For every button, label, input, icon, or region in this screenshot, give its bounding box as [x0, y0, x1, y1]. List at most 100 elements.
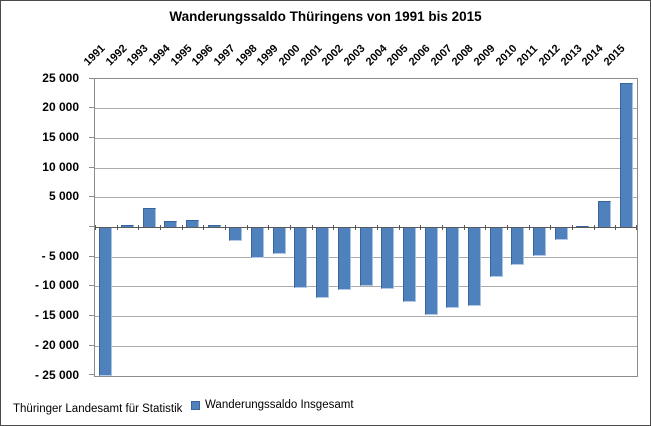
- y-axis-label: 20 000: [42, 100, 79, 115]
- x-tick: [116, 224, 118, 230]
- x-axis-label-2011: 2011: [515, 42, 541, 69]
- x-axis-label-1993: 1993: [124, 42, 151, 69]
- bar-2004: [381, 228, 395, 290]
- y-tick: [89, 285, 94, 287]
- gridline: [95, 137, 637, 139]
- y-tick: [89, 226, 94, 227]
- bar-2000: [294, 228, 308, 288]
- x-axis-label-1992: 1992: [103, 42, 130, 69]
- x-tick: [181, 224, 183, 230]
- gridline: [95, 345, 637, 347]
- y-axis-label: 10 000: [42, 159, 79, 174]
- zero-line: [95, 227, 637, 228]
- x-axis-label-2000: 2000: [276, 42, 303, 69]
- x-axis-label-2009: 2009: [471, 42, 498, 69]
- x-axis-label-2010: 2010: [493, 42, 520, 69]
- x-tick: [203, 224, 205, 230]
- bar-2009: [489, 228, 503, 278]
- legend: Wanderungssaldo Insgesamt: [191, 399, 354, 412]
- x-tick: [571, 224, 573, 230]
- x-axis-label-2008: 2008: [450, 42, 476, 69]
- x-tick: [225, 224, 227, 230]
- y-tick: [89, 196, 94, 198]
- y-axis-label: - 20 000: [34, 337, 79, 352]
- x-tick: [246, 224, 248, 230]
- y-axis-label: - 5 000: [41, 248, 79, 263]
- x-axis-label-1991: 1991: [81, 42, 108, 69]
- x-tick: [138, 224, 140, 230]
- x-axis-label-2015: 2015: [601, 42, 628, 69]
- y-tick: [89, 136, 94, 138]
- x-tick: [485, 224, 487, 230]
- bar-1995: [186, 220, 200, 228]
- x-axis-label-2012: 2012: [536, 42, 563, 69]
- x-tick: [528, 224, 530, 230]
- gridline: [95, 167, 637, 169]
- bar-1993: [142, 207, 156, 228]
- y-tick: [89, 374, 94, 375]
- y-tick: [89, 166, 94, 168]
- x-tick: [160, 224, 162, 230]
- x-axis-label-2006: 2006: [406, 42, 433, 69]
- x-tick: [268, 224, 270, 230]
- y-tick: [89, 107, 94, 109]
- y-tick: [89, 344, 94, 346]
- x-axis-label-2004: 2004: [363, 42, 390, 69]
- bar-2007: [446, 228, 460, 309]
- x-tick: [311, 224, 313, 230]
- bar-1999: [272, 228, 286, 254]
- y-axis-label: - 15 000: [34, 308, 79, 323]
- y-tick: [89, 255, 94, 257]
- x-tick: [376, 224, 378, 230]
- bar-2001: [316, 228, 330, 299]
- x-axis-label-2013: 2013: [558, 42, 585, 69]
- bar-1994: [164, 220, 178, 228]
- bar-1998: [251, 228, 265, 258]
- x-axis-label-2003: 2003: [341, 42, 368, 69]
- x-tick: [550, 224, 552, 230]
- x-tick: [290, 224, 292, 230]
- x-tick: [593, 224, 595, 230]
- bar-2008: [467, 228, 481, 306]
- x-axis-label-2007: 2007: [428, 42, 455, 69]
- bar-2010: [511, 228, 525, 266]
- bar-2003: [359, 228, 373, 286]
- x-axis-label-1996: 1996: [190, 42, 216, 69]
- gridline: [95, 197, 637, 199]
- bar-1992: [121, 224, 135, 228]
- bar-2014: [597, 200, 611, 228]
- x-tick: [506, 224, 508, 230]
- x-tick: [615, 224, 617, 230]
- bar-1996: [207, 224, 221, 228]
- bar-2012: [554, 228, 568, 240]
- bar-2002: [337, 228, 351, 291]
- x-axis-label-2002: 2002: [320, 42, 346, 69]
- y-axis-label: - 25 000: [34, 367, 79, 382]
- gridline: [95, 286, 637, 288]
- y-axis-label: 15 000: [42, 129, 79, 144]
- x-tick: [420, 224, 422, 230]
- footer-source: Thüringer Landesamt für Statistik: [13, 403, 183, 415]
- legend-label: Wanderungssaldo Insgesamt: [205, 399, 354, 411]
- y-axis-label: 25 000: [42, 70, 79, 85]
- bar-1997: [229, 228, 243, 242]
- y-axis-label: 5 000: [48, 189, 79, 204]
- x-tick: [463, 224, 465, 230]
- bar-2006: [424, 228, 438, 315]
- x-tick: [355, 224, 357, 230]
- x-axis-label-1994: 1994: [146, 42, 173, 69]
- gridline: [95, 108, 637, 110]
- x-tick: [333, 224, 335, 230]
- gridline: [95, 316, 637, 318]
- x-axis-label-2014: 2014: [580, 42, 607, 69]
- bar-2005: [402, 228, 416, 303]
- x-tick: [441, 224, 443, 230]
- x-tick: [95, 224, 96, 230]
- x-tick: [398, 224, 400, 230]
- plot-area: [94, 78, 638, 377]
- y-tick: [89, 315, 94, 317]
- x-axis-label-1998: 1998: [233, 42, 260, 69]
- bar-2015: [619, 82, 633, 228]
- x-axis-label-2001: 2001: [298, 42, 325, 69]
